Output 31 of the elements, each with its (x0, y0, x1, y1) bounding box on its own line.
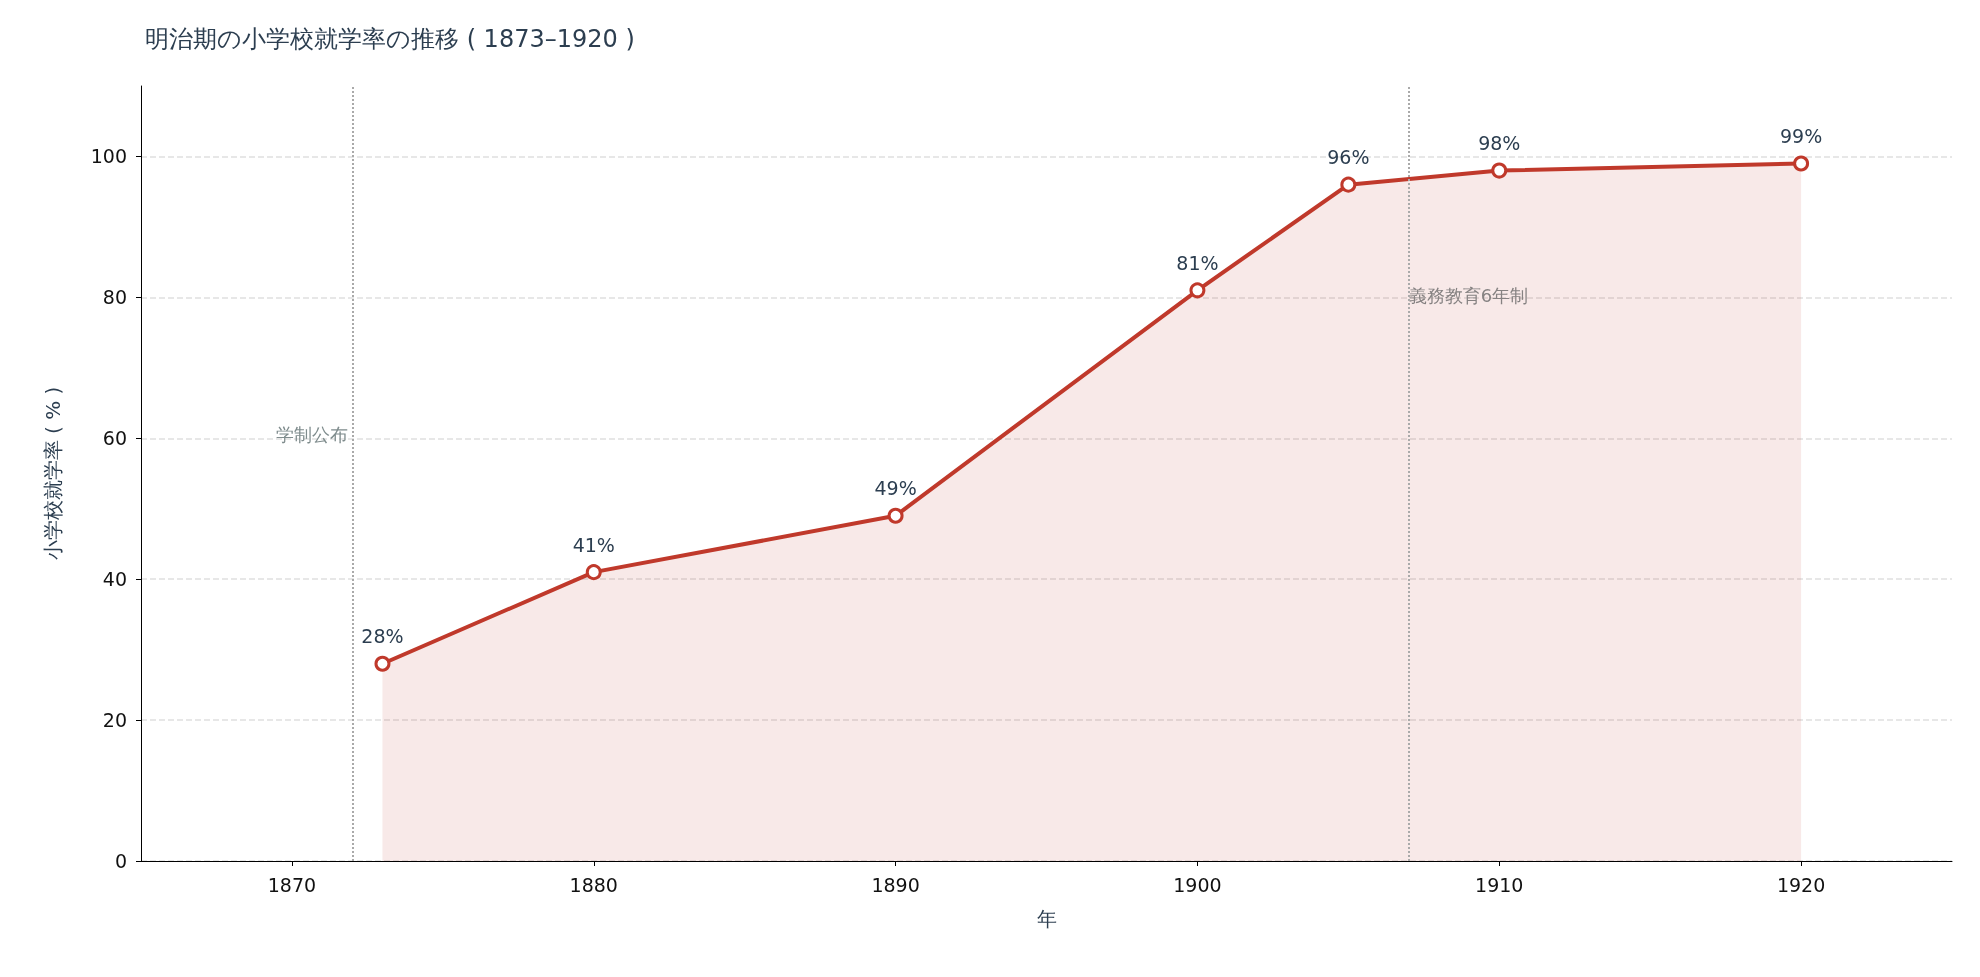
point (1340, 176, 1357, 193)
x-tick-label: 1910 (1475, 873, 1524, 896)
data-label: 98% (1478, 132, 1521, 155)
y-tick-label: 60 (102, 427, 127, 450)
chart-title: 明治期の小学校就学率の推移 ( 1873–1920 ) (145, 25, 635, 53)
y-tick-label: 0 (114, 850, 127, 872)
ref-line-label: 義務教育6年制 (1408, 284, 1529, 306)
y-tick-label: 80 (102, 286, 127, 309)
x-axis-title: 年 (1036, 907, 1057, 931)
data-label: 49% (874, 477, 917, 500)
y-tick-label: 40 (102, 568, 127, 591)
x-tick-label: 1890 (871, 873, 920, 896)
ref-line-label: 学制公布 (276, 424, 349, 446)
x-tick-label: 1870 (267, 873, 317, 896)
y-axis-title: 小学校就学率 ( % ) (41, 386, 65, 561)
data-label: 96% (1327, 146, 1370, 169)
y-tick-label: 20 (102, 709, 127, 732)
x-tick-label: 1900 (1173, 873, 1222, 896)
y-tick-label: 100 (90, 145, 127, 168)
point (887, 507, 904, 524)
point (1793, 155, 1810, 172)
data-label: 81% (1176, 251, 1219, 274)
point (1189, 282, 1206, 299)
point (1491, 162, 1508, 179)
data-label: 41% (572, 533, 615, 556)
data-label: 28% (361, 625, 404, 648)
data-label: 99% (1779, 125, 1823, 147)
x-tick-label: 1920 (1776, 873, 1826, 896)
point (374, 655, 391, 672)
point (585, 564, 602, 581)
x-tick-label: 1880 (569, 873, 618, 896)
